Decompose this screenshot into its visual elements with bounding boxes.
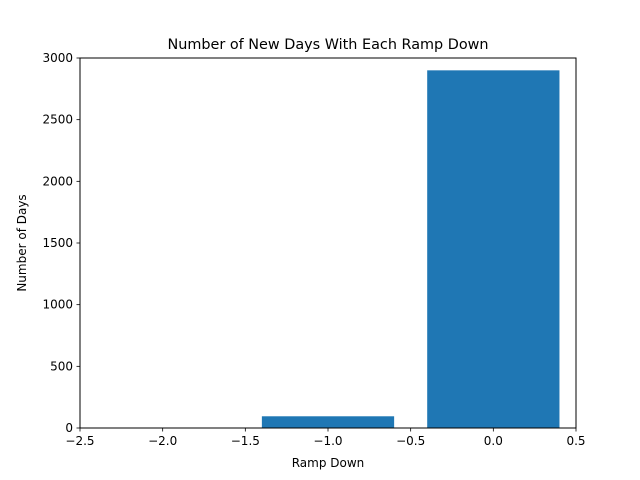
y-tick-label: 2500 bbox=[42, 113, 73, 127]
x-tick-label: −1.0 bbox=[313, 434, 342, 448]
y-axis-label: Number of Days bbox=[15, 194, 29, 291]
y-tick-label: 2000 bbox=[42, 174, 73, 188]
x-axis-ticks: −2.5 −2.0 −1.5 −1.0 −0.5 0.0 0.5 bbox=[65, 428, 586, 448]
x-tick-label: −2.0 bbox=[148, 434, 177, 448]
x-tick-label: 0.5 bbox=[566, 434, 585, 448]
bars-group bbox=[261, 70, 560, 428]
x-tick-label: −0.5 bbox=[396, 434, 425, 448]
y-tick-label: 0 bbox=[65, 421, 73, 435]
y-tick-label: 3000 bbox=[42, 51, 73, 65]
x-tick-label: −2.5 bbox=[65, 434, 94, 448]
bar-1 bbox=[261, 416, 395, 428]
chart-title: Number of New Days With Each Ramp Down bbox=[167, 37, 488, 53]
y-axis-ticks: 0 500 1000 1500 2000 2500 3000 bbox=[42, 51, 80, 435]
x-tick-label: 0.0 bbox=[484, 434, 503, 448]
y-tick-label: 1000 bbox=[42, 298, 73, 312]
x-axis-label: Ramp Down bbox=[292, 456, 365, 470]
y-tick-label: 1500 bbox=[42, 236, 73, 250]
bar-2 bbox=[427, 70, 560, 428]
plot-frame bbox=[79, 57, 577, 429]
y-tick-label: 500 bbox=[50, 359, 73, 373]
x-tick-label: −1.5 bbox=[231, 434, 260, 448]
